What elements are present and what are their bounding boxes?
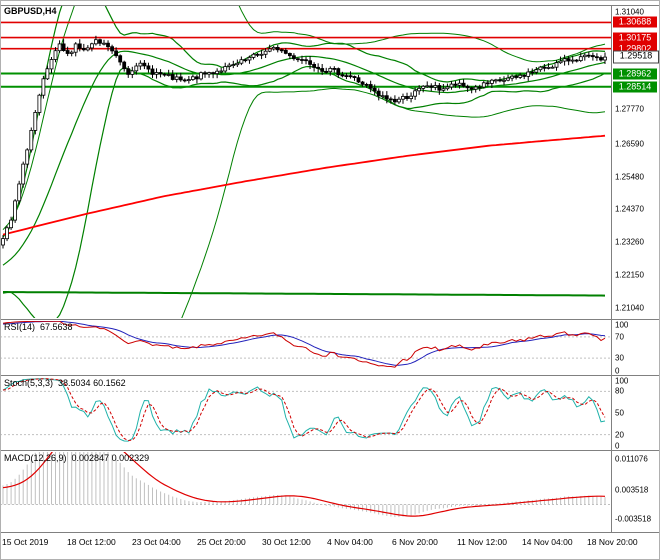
time-axis-label: 18 Nov 20:00 bbox=[587, 537, 638, 547]
macd-axis-tick: 0.003518 bbox=[615, 485, 649, 495]
current-price-label: 1.29518 bbox=[613, 50, 659, 64]
time-axis-label: 11 Nov 12:00 bbox=[457, 537, 507, 547]
resistance-level-label: 1.30175 bbox=[613, 32, 657, 44]
time-axis-label: 15 Oct 2019 bbox=[2, 537, 49, 547]
rsi-axis-tick: 100 bbox=[615, 320, 629, 330]
price-axis-tick: 1.22150 bbox=[615, 270, 644, 280]
stoch-axis-tick: 20 bbox=[615, 430, 624, 440]
macd-layer bbox=[0, 452, 611, 518]
candles-layer bbox=[1, 35, 607, 249]
macd-value: 0.002847 0.002329 bbox=[71, 453, 150, 463]
stoch-axis-tick: 100 bbox=[615, 376, 629, 386]
price-axis-tick: 1.27770 bbox=[615, 104, 644, 114]
price-axis-tick: 1.21040 bbox=[615, 303, 644, 313]
time-axis-label: 14 Nov 04:00 bbox=[522, 537, 573, 547]
price-levels-layer bbox=[0, 21, 611, 88]
rsi-indicator-label: RSI(14) 67.5638 bbox=[4, 322, 73, 332]
macd-name: MACD(12,26,9) bbox=[4, 453, 67, 463]
price-axis-tick: 1.31040 bbox=[615, 7, 644, 17]
time-axis-label: 6 Nov 20:00 bbox=[392, 537, 438, 547]
rsi-layer bbox=[0, 321, 611, 368]
rsi-axis-tick: 0 bbox=[615, 366, 620, 376]
stochastic-layer bbox=[0, 378, 611, 442]
support-level-label: 1.28962 bbox=[613, 68, 657, 79]
time-axis-label: 18 Oct 12:00 bbox=[67, 537, 116, 547]
stoch-value: 38.5034 60.1562 bbox=[58, 378, 126, 388]
stoch-indicator-label: Stoch(5,3,3) 38.5034 60.1562 bbox=[4, 378, 126, 388]
stoch-axis-tick: 50 bbox=[615, 408, 624, 418]
stoch-name: Stoch(5,3,3) bbox=[4, 378, 54, 388]
price-axis-tick: 1.24370 bbox=[615, 204, 644, 214]
support-level-label: 1.28514 bbox=[613, 81, 657, 93]
time-axis-label: 25 Oct 20:00 bbox=[197, 537, 246, 547]
time-axis-label: 4 Nov 04:00 bbox=[327, 537, 373, 547]
time-axis-label: 30 Oct 12:00 bbox=[262, 537, 311, 547]
time-axis-label: 23 Oct 04:00 bbox=[132, 537, 181, 547]
bollinger-bands-layer bbox=[2, 6, 606, 318]
macd-axis-tick: -0.003518 bbox=[615, 514, 652, 524]
resistance-level-label: 1.29802 bbox=[613, 43, 657, 55]
rsi-axis-tick: 30 bbox=[615, 353, 624, 363]
rsi-axis-tick: 70 bbox=[615, 332, 624, 342]
rsi-value: 67.5638 bbox=[40, 322, 73, 332]
macd-axis-tick: 0.011076 bbox=[615, 454, 648, 464]
resistance-level-label: 1.30688 bbox=[613, 16, 657, 28]
macd-indicator-label: MACD(12,26,9) 0.002847 0.002329 bbox=[4, 453, 149, 463]
rsi-name: RSI(14) bbox=[4, 322, 36, 332]
price-axis-tick: 1.25480 bbox=[615, 172, 644, 182]
price-axis-tick: 1.26590 bbox=[615, 139, 644, 149]
price-axis-tick: 1.23260 bbox=[615, 237, 644, 247]
stoch-axis-tick: 0 bbox=[615, 441, 620, 451]
symbol-timeframe-label: GBPUSD,H4 bbox=[4, 6, 57, 16]
stoch-axis-tick: 80 bbox=[615, 386, 624, 396]
